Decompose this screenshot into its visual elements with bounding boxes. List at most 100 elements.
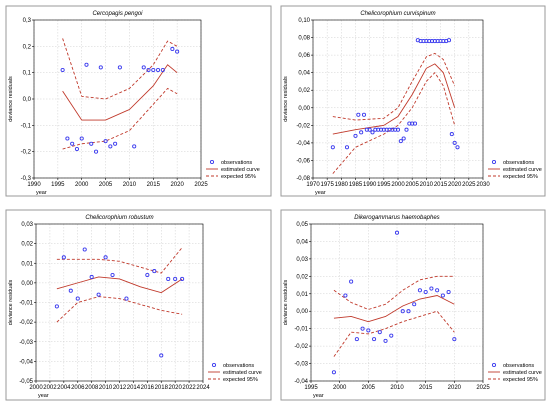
observation-point	[412, 302, 417, 307]
y-tick-label: -0,06	[296, 158, 310, 164]
x-tick-label: 2022	[182, 385, 196, 391]
legend-marker-observations	[491, 159, 497, 165]
y-tick-label: -0,03	[19, 340, 33, 346]
x-tick-label: 1995	[51, 182, 65, 188]
observation-point	[110, 272, 115, 278]
y-tick-label: -0,03	[294, 362, 308, 368]
observation-point	[108, 144, 113, 149]
x-tick-label: 2000	[391, 182, 405, 188]
y-tick-label: 0,02	[296, 274, 308, 280]
legend-entry: observations	[223, 363, 254, 369]
observation-point	[389, 333, 394, 338]
y-tick-label: 0,02	[298, 88, 310, 94]
chart-title: Dikerogammarus haemobaphes	[354, 215, 439, 221]
observation-point	[370, 130, 375, 135]
observation-point	[75, 296, 80, 301]
observation-point	[394, 230, 400, 235]
observation-point	[74, 146, 79, 152]
lower-95-band	[56, 296, 183, 323]
y-tick-label: -0,05	[19, 379, 33, 385]
x-tick-label: 2000	[29, 385, 43, 391]
x-tick-label: 2012	[113, 385, 127, 391]
observation-point	[455, 145, 460, 150]
observation-point	[152, 269, 157, 274]
legend-marker-observations	[209, 159, 215, 165]
observation-point	[401, 136, 406, 141]
x-tick-label: 2004	[57, 385, 71, 391]
observation-point	[117, 65, 122, 70]
observation-point	[113, 141, 118, 146]
y-tick-label: 0,02	[21, 242, 33, 248]
observation-point	[98, 65, 103, 70]
observation-point	[423, 289, 428, 295]
legend-entry: estimated curve	[223, 370, 262, 376]
observation-point	[89, 274, 94, 280]
legend-entry: estimated curve	[503, 370, 542, 376]
observation-point	[449, 132, 454, 137]
estimated-curve	[62, 64, 178, 121]
y-tick-label: 0,0	[23, 97, 32, 103]
estimated-curve	[332, 63, 456, 135]
observation-point	[349, 279, 354, 284]
y-axis-title: deviance residuals	[283, 279, 289, 325]
observation-point	[141, 65, 146, 70]
x-axis-title: year	[36, 190, 47, 196]
y-tick-label: 0,2	[23, 44, 32, 50]
y-tick-label: 0,3	[23, 18, 32, 24]
y-tick-label: 0,01	[296, 292, 308, 298]
observation-point	[343, 293, 348, 298]
y-axis-title: deviance residuals	[283, 76, 289, 122]
observation-point	[170, 46, 175, 52]
x-axis-title: year	[38, 393, 49, 399]
legend-entry: expected 95%	[221, 174, 256, 180]
y-axis-title: deviance residuals	[8, 76, 14, 122]
y-tick-label: -0,02	[294, 344, 308, 350]
x-axis-title: year	[315, 190, 326, 196]
x-tick-label: 2005	[99, 182, 113, 188]
observation-point	[146, 67, 151, 73]
x-tick-label: 2002	[43, 385, 57, 391]
observation-point	[124, 296, 129, 301]
observation-point	[344, 145, 350, 150]
observation-point	[440, 293, 445, 298]
observation-point	[166, 276, 171, 282]
legend-entry: expected 95%	[503, 174, 538, 180]
legend-entry: observations	[221, 160, 252, 166]
x-tick-label: 2030	[476, 182, 490, 188]
observation-point	[65, 136, 70, 141]
observation-point	[145, 272, 150, 278]
observation-point	[70, 141, 75, 146]
x-tick-label: 1970	[306, 182, 320, 188]
upper-95-band	[56, 247, 183, 274]
chart-title: Chelicorophium robustum	[85, 215, 153, 221]
observation-point	[330, 145, 335, 150]
observation-point	[446, 38, 452, 43]
panel-chelicorophium-robustum: 2000 2002 2004 2006 2008 2010 2012 2014 2016 2018…	[5, 209, 272, 401]
observation-point	[412, 121, 418, 126]
observation-point	[429, 286, 434, 291]
observation-point	[93, 149, 99, 154]
upper-95-band	[62, 38, 178, 100]
observation-point	[400, 309, 405, 314]
lower-95-band	[333, 310, 455, 357]
x-tick-label: 1985	[349, 182, 363, 188]
x-tick-label: 2018	[155, 385, 169, 391]
observation-point	[175, 49, 180, 54]
observation-point	[377, 330, 382, 335]
y-tick-label: 0,00	[21, 281, 33, 287]
x-tick-label: 2020	[448, 182, 462, 188]
observation-point	[173, 276, 178, 282]
observation-point	[54, 304, 59, 309]
observation-point	[435, 288, 440, 293]
x-tick-label: 1990	[27, 182, 41, 188]
x-tick-label: 1975	[320, 182, 334, 188]
observation-point	[103, 255, 108, 260]
observation-point	[156, 67, 161, 73]
x-tick-label: 2000	[333, 385, 347, 391]
observation-point	[372, 337, 377, 342]
observation-point	[103, 139, 108, 144]
observation-point	[82, 247, 87, 252]
y-tick-label: 0,04	[298, 71, 310, 77]
legend-entry: observations	[503, 160, 534, 166]
y-tick-label: 0,06	[298, 53, 310, 59]
